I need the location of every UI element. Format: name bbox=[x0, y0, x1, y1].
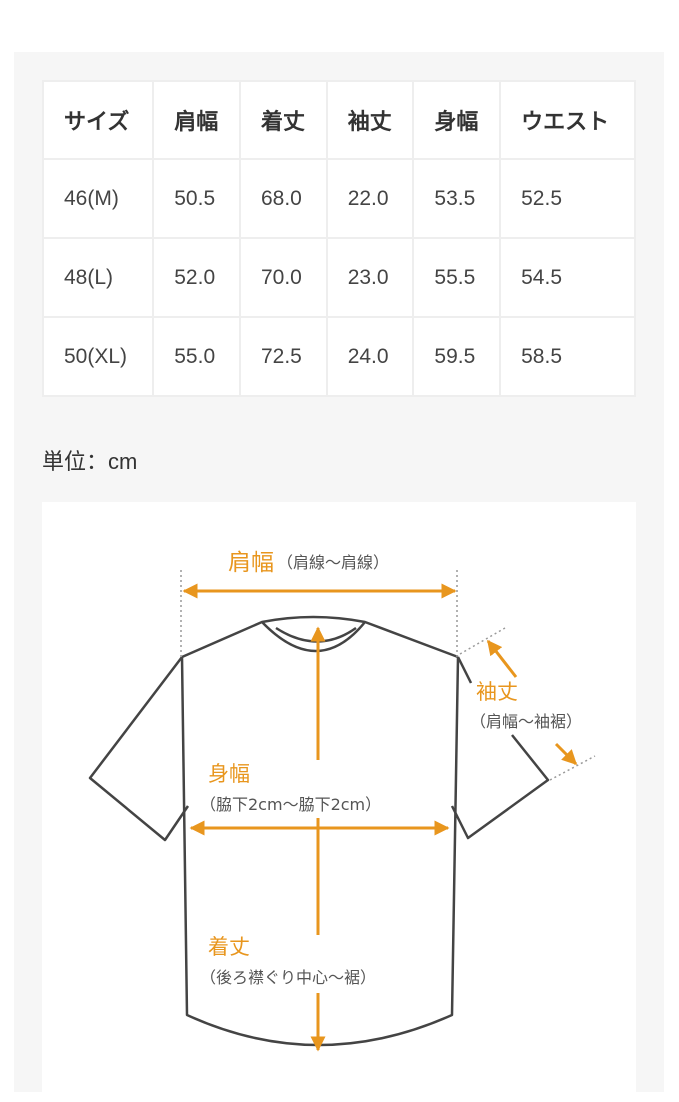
shoulder-desc: （肩線〜肩線） bbox=[277, 553, 389, 572]
length-desc: （後ろ襟ぐり中心〜裾） bbox=[200, 968, 376, 987]
sleeve-desc: （肩幅〜袖裾） bbox=[470, 712, 582, 731]
cell: 24.0 bbox=[325, 316, 415, 397]
cell: 59.5 bbox=[412, 316, 502, 397]
header-size: サイズ bbox=[41, 80, 155, 160]
cell: 46(M) bbox=[41, 158, 155, 239]
table-row: 46(M) 50.5 68.0 22.0 53.5 52.5 bbox=[41, 158, 636, 239]
table-row: 48(L) 52.0 70.0 23.0 55.5 54.5 bbox=[41, 237, 636, 318]
guide-lines bbox=[180, 570, 596, 781]
header-length: 着丈 bbox=[238, 80, 328, 160]
cell: 52.0 bbox=[152, 237, 241, 318]
size-table: サイズ 肩幅 着丈 袖丈 身幅 ウエスト 46(M) 50.5 68.0 22.… bbox=[41, 80, 636, 397]
shoulder-title: 肩幅 bbox=[228, 550, 274, 576]
cell: 55.5 bbox=[412, 237, 502, 318]
table-row: 50(XL) 55.0 72.5 24.0 59.5 58.5 bbox=[41, 316, 636, 397]
cell: 58.5 bbox=[499, 316, 636, 397]
sleeve-arrow-bottom bbox=[554, 742, 578, 766]
sleeve-title: 袖丈 bbox=[476, 680, 518, 704]
cell: 50(XL) bbox=[41, 316, 155, 397]
header-sleeve: 袖丈 bbox=[325, 80, 415, 160]
table-header-row: サイズ 肩幅 着丈 袖丈 身幅 ウエスト bbox=[41, 80, 636, 160]
header-shoulder: 肩幅 bbox=[152, 80, 241, 160]
cell: 55.0 bbox=[152, 316, 241, 397]
cell: 72.5 bbox=[238, 316, 328, 397]
cell: 52.5 bbox=[499, 158, 636, 239]
cell: 70.0 bbox=[238, 237, 328, 318]
size-table-scroll[interactable]: サイズ 肩幅 着丈 袖丈 身幅 ウエスト 46(M) 50.5 68.0 22.… bbox=[0, 0, 636, 400]
cell: 50.5 bbox=[152, 158, 241, 239]
cell: 54.5 bbox=[499, 237, 636, 318]
cell: 48(L) bbox=[41, 237, 155, 318]
cell: 22.0 bbox=[325, 158, 415, 239]
width-desc: （脇下2cm〜脇下2cm） bbox=[200, 795, 381, 814]
cell: 53.5 bbox=[412, 158, 502, 239]
header-waist: ウエスト bbox=[499, 80, 636, 160]
width-title: 身幅 bbox=[208, 762, 250, 786]
cell: 23.0 bbox=[325, 237, 415, 318]
cell: 68.0 bbox=[238, 158, 328, 239]
sleeve-arrow-top bbox=[486, 639, 518, 678]
unit-label: 単位：cm bbox=[42, 449, 138, 474]
length-title: 着丈 bbox=[208, 935, 250, 959]
header-width: 身幅 bbox=[412, 80, 502, 160]
